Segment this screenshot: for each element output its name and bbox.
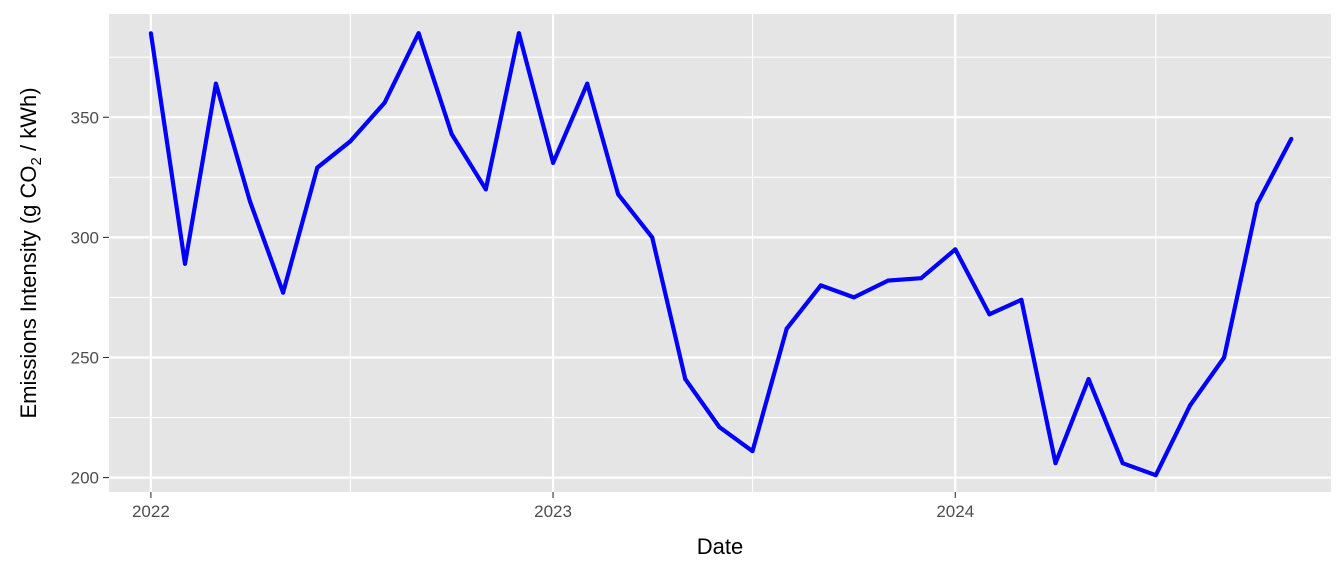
y-axis-title-prefix: Emissions Intensity (g CO xyxy=(16,165,41,418)
x-tick-label: 2023 xyxy=(534,502,572,521)
data-point xyxy=(1019,297,1024,302)
data-point xyxy=(1120,461,1125,466)
data-point xyxy=(281,290,286,295)
data-point xyxy=(784,326,789,331)
plot-panel xyxy=(109,14,1331,492)
data-point xyxy=(919,276,924,281)
x-axis-title: Date xyxy=(697,534,743,559)
data-point xyxy=(148,31,153,36)
data-point xyxy=(516,31,521,36)
data-point xyxy=(683,377,688,382)
data-point xyxy=(886,278,891,283)
data-point xyxy=(818,283,823,288)
y-axis: 200 250 300 350 xyxy=(71,108,109,488)
data-point xyxy=(248,199,253,204)
data-point xyxy=(953,247,958,252)
data-point xyxy=(382,100,387,105)
data-point xyxy=(1187,403,1192,408)
data-point xyxy=(1086,377,1091,382)
data-point xyxy=(650,235,655,240)
data-point xyxy=(1153,473,1158,478)
data-point xyxy=(449,132,454,137)
y-axis-title: Emissions Intensity (g CO2 / kWh) xyxy=(16,87,45,418)
y-tick-label: 300 xyxy=(71,228,99,247)
data-point xyxy=(183,261,188,266)
data-point xyxy=(585,81,590,86)
data-point xyxy=(616,192,621,197)
x-axis: 2022 2023 2024 xyxy=(132,492,974,521)
data-point xyxy=(348,139,353,144)
data-point xyxy=(416,31,421,36)
data-point xyxy=(551,160,556,165)
x-tick-label: 2022 xyxy=(132,502,170,521)
data-point xyxy=(483,187,488,192)
data-point xyxy=(1255,201,1260,206)
data-point xyxy=(851,295,856,300)
data-point xyxy=(1222,355,1227,360)
x-tick-label: 2024 xyxy=(936,502,974,521)
series-layer xyxy=(148,31,1294,478)
data-point xyxy=(213,81,218,86)
y-axis-title-suffix: / kWh) xyxy=(16,87,41,157)
data-point xyxy=(750,449,755,454)
data-point xyxy=(315,165,320,170)
y-axis-title-subscript: 2 xyxy=(28,157,45,165)
y-tick-label: 250 xyxy=(71,348,99,367)
y-tick-label: 200 xyxy=(71,469,99,488)
data-point xyxy=(1053,461,1058,466)
y-tick-label: 350 xyxy=(71,108,99,127)
data-point xyxy=(987,312,992,317)
data-point xyxy=(717,425,722,430)
data-point xyxy=(1289,136,1294,141)
